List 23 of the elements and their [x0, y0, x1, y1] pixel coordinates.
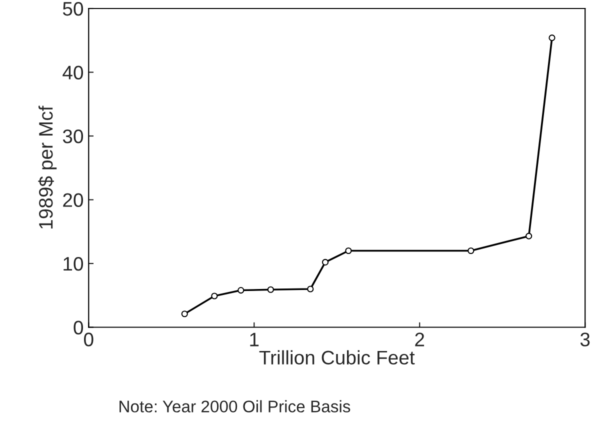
y-axis-title: 1989$ per Mcf	[38, 106, 57, 229]
x-tick-label: 3	[580, 332, 590, 346]
text: Note: Year 2000 Oil Price Basis	[120, 400, 350, 412]
x-tick-label: 2	[415, 332, 424, 346]
point	[526, 232, 532, 240]
x-tick-label: 0	[84, 332, 94, 346]
point	[307, 286, 314, 292]
x-axis-title: Trillion Cubic Feet	[259, 350, 415, 365]
y-tick-label: 40	[62, 66, 84, 80]
y-tick-label: 0	[74, 320, 84, 334]
point	[211, 292, 218, 300]
point	[181, 310, 188, 318]
point	[468, 247, 474, 254]
y-tick-label: 50	[62, 2, 84, 16]
point	[267, 286, 274, 293]
y-tick-label: 20	[63, 193, 84, 207]
point	[345, 247, 352, 254]
y-tick-label: 10	[64, 256, 84, 271]
point	[548, 34, 556, 42]
x-tick-label: 1	[250, 332, 259, 346]
y-tick-label: 30	[62, 129, 84, 144]
point	[322, 258, 329, 266]
point	[238, 286, 244, 294]
